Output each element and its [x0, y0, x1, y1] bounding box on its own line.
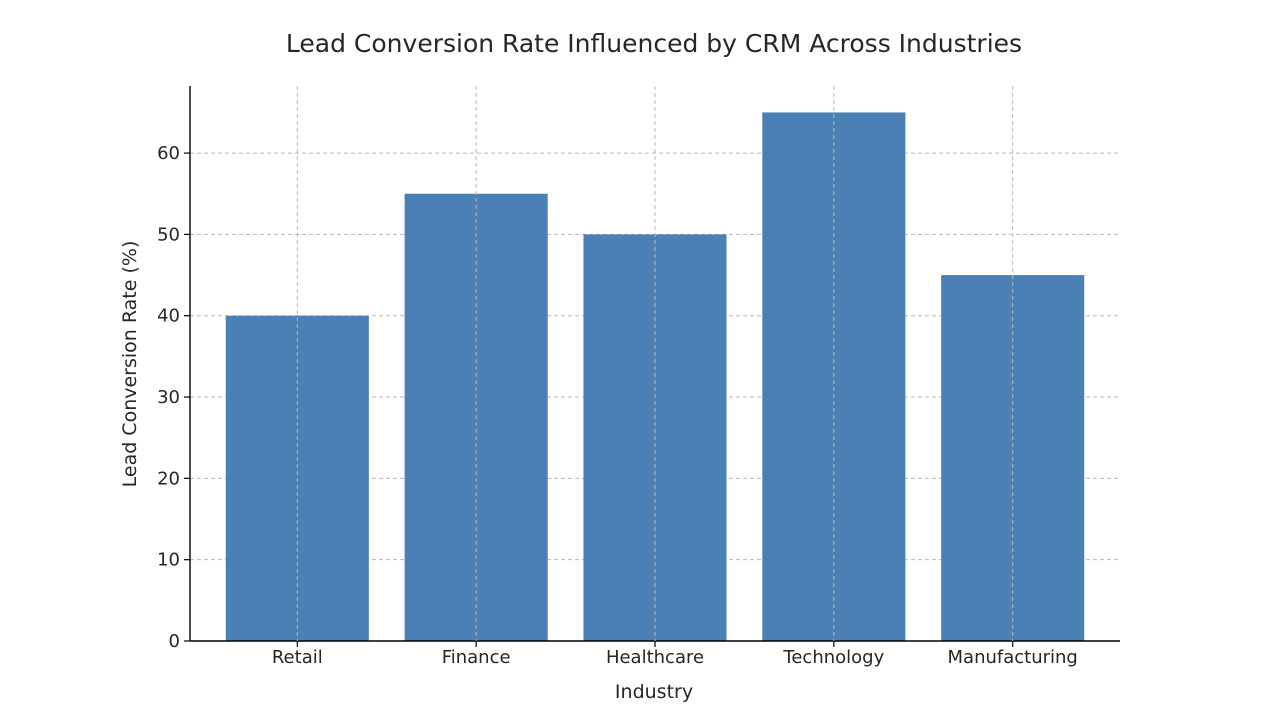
x-axis-ticks: Retail Finance Healthcare Technology Manufac… — [272, 641, 1078, 668]
y-tick-label: 0 — [169, 631, 180, 652]
x-tick-label: Manufacturing — [948, 647, 1078, 668]
y-tick-label: 10 — [157, 550, 180, 571]
y-tick-label: 20 — [157, 468, 180, 489]
x-tick-label: Retail — [272, 647, 323, 668]
x-tick-label: Finance — [442, 647, 511, 668]
y-tick-label: 50 — [157, 224, 180, 245]
y-tick-label: 60 — [157, 143, 180, 164]
x-tick-label: Healthcare — [606, 647, 704, 668]
chart-title: Lead Conversion Rate Influenced by CRM A… — [286, 29, 1022, 58]
y-axis-label: Lead Conversion Rate (%) — [119, 241, 141, 488]
x-axis-label: Industry — [615, 681, 693, 703]
y-tick-label: 40 — [157, 306, 180, 327]
y-tick-label: 30 — [157, 387, 180, 408]
x-tick-label: Technology — [782, 647, 884, 668]
y-axis-ticks: 0 10 20 30 40 50 60 — [157, 143, 190, 652]
